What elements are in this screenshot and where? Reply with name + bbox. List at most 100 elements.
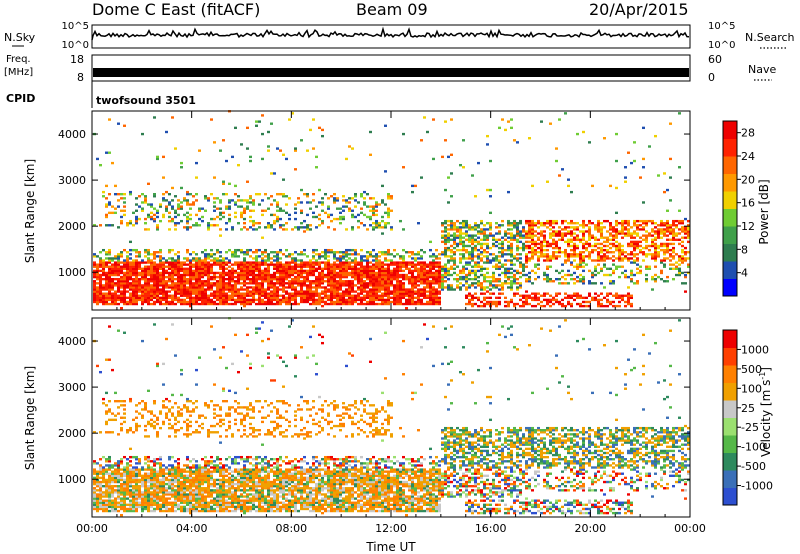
power-cell [537, 298, 540, 302]
power-cell [237, 271, 240, 275]
power-cell [306, 280, 309, 283]
power-cell [507, 267, 510, 270]
power-cell [333, 257, 336, 260]
velocity-cell [114, 399, 117, 403]
power-cell [573, 294, 576, 297]
power-cell [297, 277, 300, 281]
power-cell [189, 207, 192, 210]
power-cell [234, 280, 237, 283]
power-cell [186, 267, 189, 270]
power-cell [525, 234, 528, 237]
power-cell [486, 296, 489, 300]
power-cell [306, 263, 309, 266]
power-cell [579, 253, 582, 256]
power-cell [531, 246, 534, 250]
power-cell [270, 280, 273, 283]
colorbar-swatch [723, 261, 737, 279]
power-cell [381, 215, 384, 219]
power-cell [636, 244, 639, 248]
power-cell [210, 259, 213, 262]
power-cell [405, 267, 408, 270]
power-cell [330, 263, 333, 266]
power-cell [372, 267, 375, 270]
power-cell [387, 294, 390, 297]
power-cell [150, 296, 153, 300]
power-cell [525, 296, 528, 300]
power-cell [177, 203, 180, 206]
power-cell [228, 269, 231, 273]
power-cell [129, 257, 132, 260]
velocity-cell [105, 478, 108, 482]
power-cell [117, 259, 120, 262]
velocity-cell [105, 422, 108, 426]
power-cell [672, 224, 675, 227]
power-cell [597, 219, 600, 223]
power-cell [633, 230, 636, 233]
power-cell [561, 282, 564, 285]
power-cell [207, 257, 210, 260]
power-cell [183, 271, 186, 275]
power-cell [192, 273, 195, 277]
power-cell [447, 234, 450, 237]
power-cell [201, 251, 204, 254]
power-cell [540, 240, 543, 244]
power-cell [234, 261, 237, 264]
power-cell [468, 244, 471, 248]
power-cell [210, 253, 213, 256]
power-cell [510, 253, 513, 256]
power-cell [531, 248, 534, 252]
power-cell [558, 226, 561, 229]
power-cell [381, 232, 384, 235]
power-cell [177, 273, 180, 277]
power-cell [477, 263, 480, 266]
power-cell [99, 288, 102, 291]
power-cell [471, 228, 474, 231]
power-cell [354, 296, 357, 300]
power-cell [462, 269, 465, 273]
power-cell [504, 304, 507, 308]
power-cell [408, 280, 411, 283]
power-cell [189, 259, 192, 262]
power-cell [174, 215, 177, 219]
velocity-cell [111, 505, 114, 509]
y-tick-label: 1000 [58, 266, 86, 279]
power-cell [159, 263, 162, 266]
power-cell [114, 255, 117, 258]
power-cell [153, 265, 156, 268]
power-cell [243, 263, 246, 266]
power-cell [501, 292, 504, 295]
power-cell [360, 222, 363, 225]
power-cell [147, 271, 150, 275]
power-cell [480, 219, 483, 223]
power-cell [384, 222, 387, 225]
power-cell [198, 284, 201, 287]
power-cell [147, 261, 150, 264]
power-cell [687, 230, 690, 233]
power-cell [162, 263, 165, 266]
power-cell [573, 236, 576, 239]
power-cell [264, 296, 267, 300]
power-cell [411, 251, 414, 254]
power-cell [282, 284, 285, 287]
power-cell [438, 271, 441, 275]
power-cell [624, 275, 627, 279]
power-cell [516, 222, 519, 225]
power-cell [93, 253, 96, 256]
colorbar-swatch [723, 226, 737, 244]
power-cell [192, 286, 195, 289]
power-cell [291, 288, 294, 291]
power-cell [243, 222, 246, 225]
velocity-cell [99, 370, 102, 374]
power-cell [594, 269, 597, 273]
power-cell [618, 265, 621, 268]
power-cell [513, 222, 516, 225]
power-cell [237, 288, 240, 291]
colorbar-swatch [723, 191, 737, 209]
power-cell [210, 302, 213, 306]
power-cell [456, 284, 459, 287]
velocity-cell [108, 478, 111, 482]
power-cell [354, 263, 357, 266]
power-cell [312, 300, 315, 304]
power-cell [207, 255, 210, 258]
power-cell [120, 284, 123, 287]
